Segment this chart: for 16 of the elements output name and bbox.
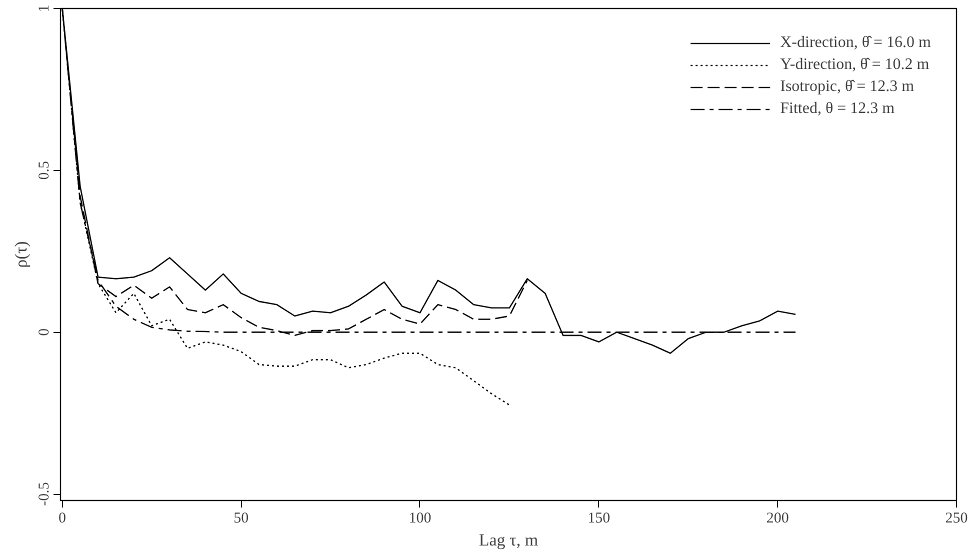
x-tick-label: 100	[408, 510, 432, 526]
x-tick-label: 200	[766, 510, 789, 526]
y-axis-title: ρ(τ)	[12, 241, 30, 268]
x-tick-label: 150	[588, 510, 610, 526]
y-tick-label: 1	[36, 4, 52, 12]
legend-label: Isotropic, θ̂ = 12.3 m	[780, 78, 914, 96]
legend-label: Fitted, θ = 12.3 m	[780, 100, 895, 118]
y-tick-label: -0.5	[36, 482, 52, 506]
x-tick-label: 250	[945, 510, 968, 526]
x-tick-label: 0	[58, 510, 66, 526]
x-tick-label: 50	[234, 510, 249, 526]
y-tick-label: 0.5	[36, 160, 52, 180]
legend-label: X-direction, θ̂ = 16.0 m	[780, 34, 931, 52]
x-axis-title: Lag τ, m	[478, 530, 538, 550]
legend-label: Y-direction, θ̂ = 10.2 m	[780, 56, 930, 74]
y-tick-label: 0	[36, 328, 52, 336]
